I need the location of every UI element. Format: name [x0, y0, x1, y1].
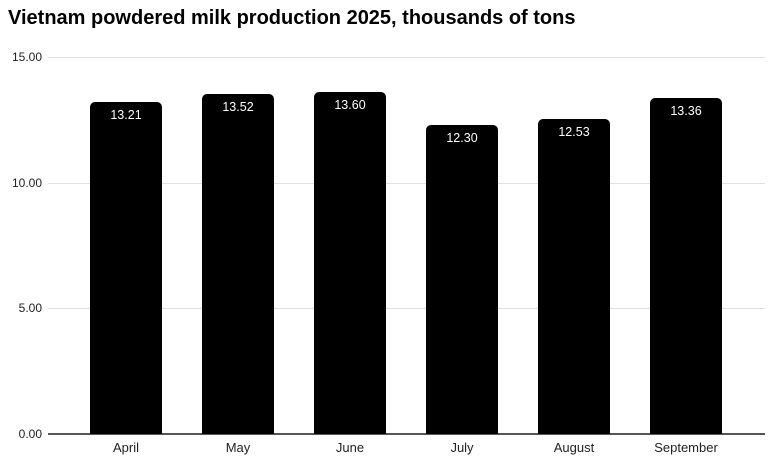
x-axis-baseline — [48, 433, 765, 435]
bar-value-label: 13.52 — [222, 100, 254, 115]
bar-june: 13.60 — [314, 92, 386, 434]
gridline — [48, 308, 765, 310]
y-axis-tick-label: 10.00 — [11, 175, 42, 190]
x-axis-tick-label: July — [450, 440, 474, 455]
plot-area: 13.21 13.52 13.60 12.30 12.53 13.36 — [48, 57, 765, 435]
x-axis-tick-label: June — [335, 440, 365, 455]
y-axis-tick-label: 15.00 — [11, 50, 42, 64]
chart-title: Vietnam powdered milk production 2025, t… — [8, 7, 576, 29]
bar-value-label: 13.36 — [670, 104, 702, 119]
bar-value-label: 13.21 — [110, 108, 142, 122]
bar-july: 12.30 — [426, 124, 498, 434]
x-axis-tick-label: September — [654, 440, 718, 455]
bar-april: 13.21 — [90, 102, 162, 434]
bar-value-label: 12.53 — [558, 125, 590, 140]
x-axis-tick-label: April — [112, 440, 139, 455]
bar-may: 13.52 — [202, 94, 274, 434]
gridline — [48, 57, 765, 58]
bar-value-label: 13.60 — [334, 98, 366, 113]
x-axis-tick-label: May — [225, 440, 251, 455]
bar-august: 12.53 — [538, 119, 610, 434]
bar-value-label: 12.30 — [446, 130, 478, 145]
y-axis-tick-label: 5.00 — [18, 301, 42, 316]
gridline — [48, 182, 765, 184]
bar-september: 13.36 — [650, 98, 722, 434]
y-axis-tick-label: 0.00 — [18, 427, 42, 441]
x-axis-tick-label: August — [553, 440, 595, 455]
